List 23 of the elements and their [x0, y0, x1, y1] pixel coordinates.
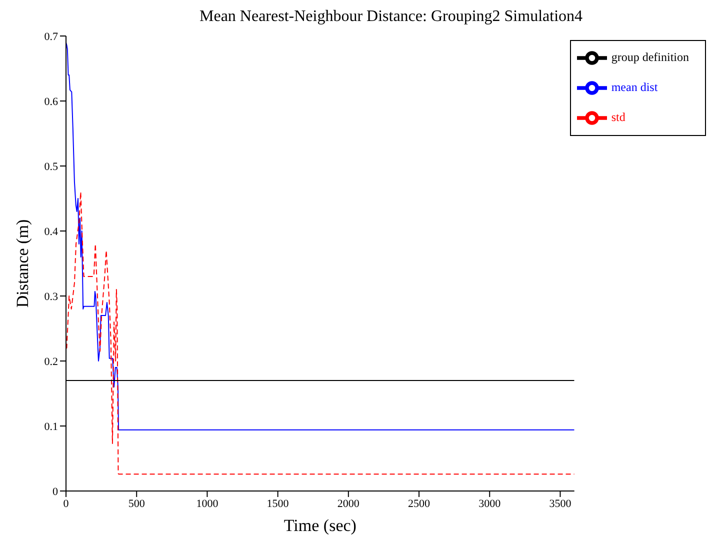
- y-tick-label: 0.6: [44, 96, 58, 108]
- line-series: [66, 42, 574, 430]
- y-axis-title: Distance (m): [13, 219, 32, 308]
- x-tick-label: 3000: [478, 498, 502, 510]
- legend-label: std: [611, 110, 626, 124]
- legend-label: group definition: [611, 50, 689, 64]
- y-tick-label: 0.7: [44, 30, 58, 43]
- y-tick-label: 0.5: [44, 160, 58, 173]
- x-tick-label: 1000: [196, 498, 219, 510]
- y-tick-label: 0.3: [44, 290, 58, 303]
- x-tick-label: 500: [128, 498, 146, 510]
- x-tick-label: 2500: [408, 498, 431, 510]
- y-tick-label: 0.2: [44, 356, 58, 368]
- x-tick-label: 2000: [337, 498, 360, 510]
- chart-title: Mean Nearest-Neighbour Distance: Grouping2 Simulation4: [198, 8, 584, 27]
- x-tick-label: 0: [63, 498, 70, 510]
- y-tick-label: 0.1: [44, 420, 58, 433]
- x-tick-label: 1500: [266, 498, 290, 510]
- x-tick-label: 3500: [549, 498, 572, 510]
- y-tick-label: 0.4: [44, 226, 58, 238]
- x-axis-title: Time (sec): [284, 516, 356, 535]
- y-tick-label: 0: [52, 486, 58, 498]
- legend-label: mean dist: [611, 80, 658, 94]
